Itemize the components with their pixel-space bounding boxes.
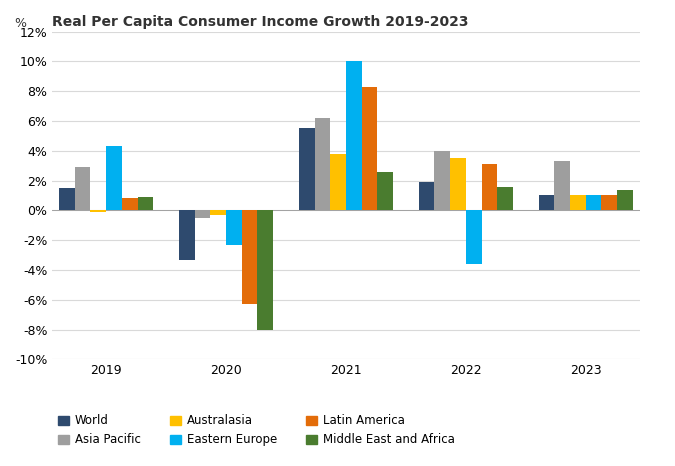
- Bar: [106, 146, 122, 210]
- Bar: [377, 171, 393, 210]
- Bar: [435, 151, 450, 210]
- Bar: [226, 210, 242, 245]
- Bar: [497, 186, 513, 210]
- Bar: [539, 195, 554, 210]
- Text: Real Per Capita Consumer Income Growth 2019-2023: Real Per Capita Consumer Income Growth 2…: [52, 15, 468, 29]
- Bar: [418, 182, 435, 210]
- Bar: [601, 195, 617, 210]
- Bar: [75, 167, 90, 210]
- Bar: [362, 87, 377, 210]
- Bar: [315, 118, 330, 210]
- Bar: [617, 190, 633, 210]
- Bar: [466, 210, 481, 264]
- Bar: [59, 188, 75, 210]
- Bar: [90, 210, 106, 212]
- Bar: [346, 62, 362, 210]
- Bar: [138, 197, 153, 210]
- Legend: World, Asia Pacific, Australasia, Eastern Europe, Latin America, Middle East and: World, Asia Pacific, Australasia, Easter…: [58, 414, 455, 446]
- Bar: [481, 164, 497, 210]
- Bar: [211, 210, 226, 215]
- Bar: [450, 158, 466, 210]
- Bar: [299, 129, 315, 210]
- Text: %: %: [14, 17, 26, 30]
- Bar: [330, 154, 346, 210]
- Bar: [554, 161, 570, 210]
- Bar: [257, 210, 273, 329]
- Bar: [194, 210, 211, 218]
- Bar: [586, 195, 601, 210]
- Bar: [122, 199, 138, 210]
- Bar: [570, 195, 586, 210]
- Bar: [242, 210, 257, 304]
- Bar: [179, 210, 194, 260]
